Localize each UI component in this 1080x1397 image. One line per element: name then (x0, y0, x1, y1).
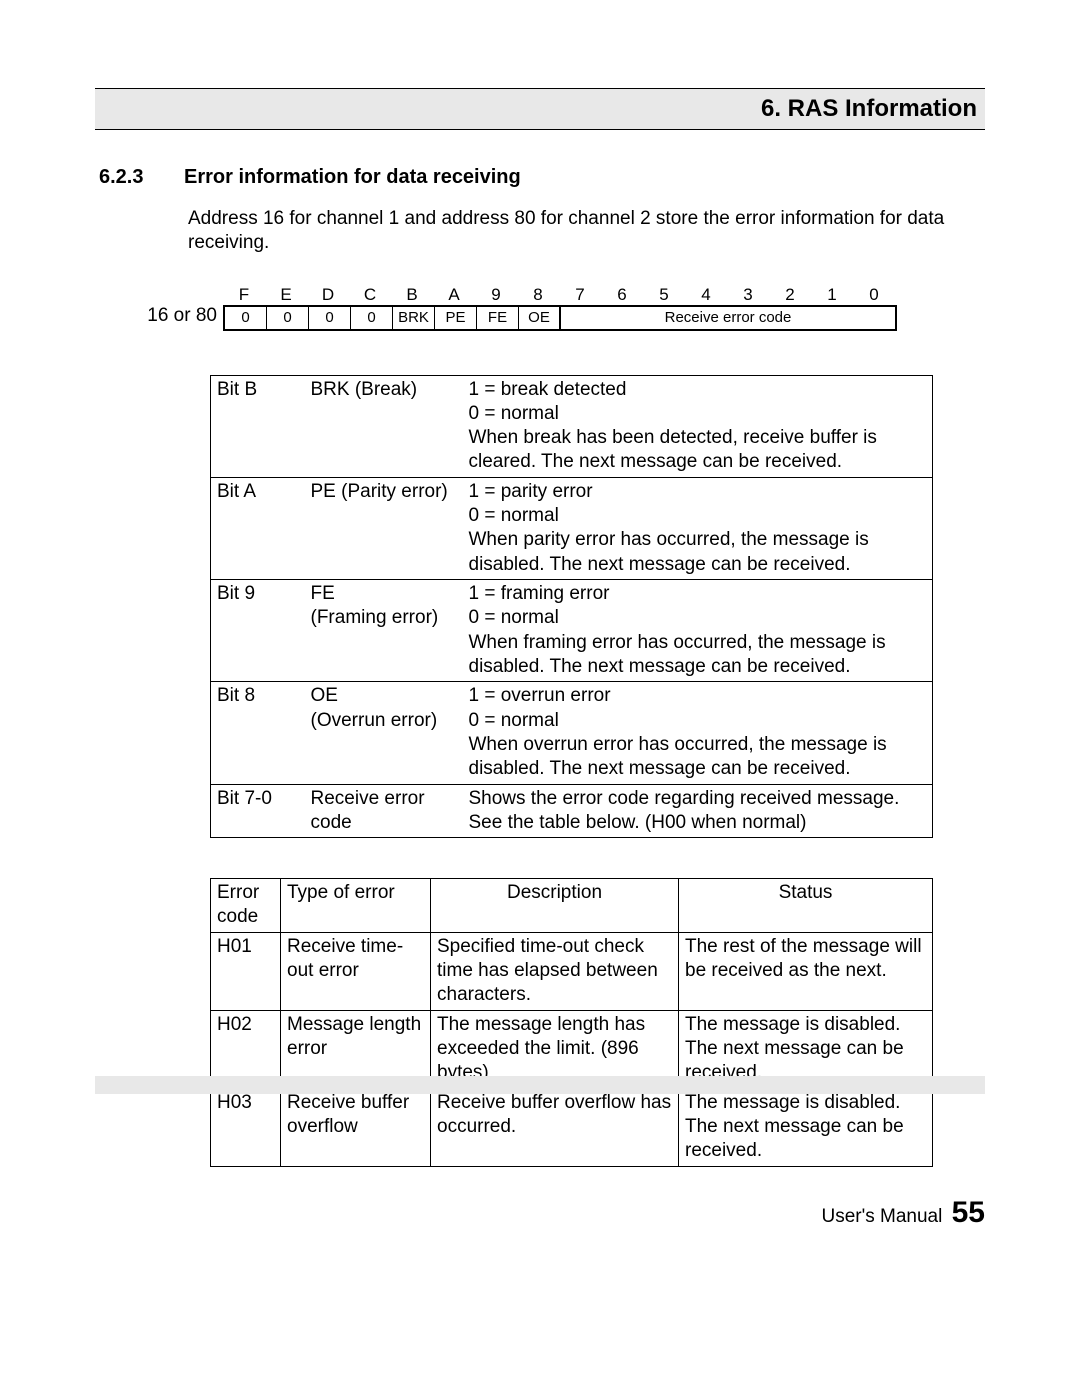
section-body: Address 16 for channel 1 and address 80 … (188, 207, 985, 255)
table-header-row: Error code Type of error Description Sta… (211, 879, 933, 933)
bit-label: 6 (601, 285, 643, 305)
bit-wide-cell: Receive error code (561, 307, 897, 329)
def-desc: 1 = parity error0 = normalWhen parity er… (463, 477, 933, 579)
col-header: Description (431, 879, 679, 933)
bit-cell: BRK (393, 307, 435, 329)
table-row: H01 Receive time-out error Specified tim… (211, 932, 933, 1010)
err-code: H01 (211, 932, 281, 1010)
bit-label: 1 (811, 285, 853, 305)
def-bit: Bit 8 (211, 682, 305, 784)
def-desc: Shows the error code regarding received … (463, 784, 933, 838)
table-row: Bit 7-0 Receive error code Shows the err… (211, 784, 933, 838)
manual-label: User's Manual (822, 1206, 943, 1227)
error-code-table: Error code Type of error Description Sta… (210, 878, 933, 1166)
bit-label: 8 (517, 285, 559, 305)
table-row: Bit 9 FE(Framing error) 1 = framing erro… (211, 580, 933, 682)
col-header: Status (679, 879, 933, 933)
bit-label: F (223, 285, 265, 305)
bit-label: 2 (769, 285, 811, 305)
err-type: Receive time-out error (281, 932, 431, 1010)
def-name: FE(Framing error) (305, 580, 463, 682)
footer-divider (95, 1076, 985, 1094)
bit-label: B (391, 285, 433, 305)
def-bit: Bit B (211, 375, 305, 477)
section-number: 6.2.3 (95, 166, 184, 189)
def-name: OE(Overrun error) (305, 682, 463, 784)
err-code: H03 (211, 1088, 281, 1166)
def-desc: 1 = overrun error0 = normalWhen overrun … (463, 682, 933, 784)
bit-label: D (307, 285, 349, 305)
bit-label: 9 (475, 285, 517, 305)
err-desc: Receive buffer overflow has occurred. (431, 1088, 679, 1166)
bit-label: C (349, 285, 391, 305)
bit-label: 4 (685, 285, 727, 305)
table-row: H03 Receive buffer overflow Receive buff… (211, 1088, 933, 1166)
def-name: PE (Parity error) (305, 477, 463, 579)
bit-cell: PE (435, 307, 477, 329)
address-label: 16 or 80 (133, 305, 223, 331)
def-bit: Bit 7-0 (211, 784, 305, 838)
bit-cell: 0 (225, 307, 267, 329)
bit-label: 3 (727, 285, 769, 305)
table-row: Bit A PE (Parity error) 1 = parity error… (211, 477, 933, 579)
bit-cell: OE (519, 307, 561, 329)
err-status: The message is disabled. The next messag… (679, 1088, 933, 1166)
col-header: Error code (211, 879, 281, 933)
def-name: Receive error code (305, 784, 463, 838)
def-desc: 1 = break detected0 = normalWhen break h… (463, 375, 933, 477)
err-status: The rest of the message will be received… (679, 932, 933, 1010)
bit-diagram: F E D C B A 9 8 7 6 5 4 3 2 1 0 16 or 80… (133, 285, 985, 331)
bit-label: 7 (559, 285, 601, 305)
bit-label: E (265, 285, 307, 305)
bit-label: 5 (643, 285, 685, 305)
bit-label: 0 (853, 285, 895, 305)
err-type: Receive buffer overflow (281, 1088, 431, 1166)
bit-cell: 0 (351, 307, 393, 329)
err-desc: Specified time-out check time has elapse… (431, 932, 679, 1010)
col-header: Type of error (281, 879, 431, 933)
section-title: Error information for data receiving (184, 166, 521, 189)
def-bit: Bit A (211, 477, 305, 579)
page-footer: User's Manual 55 (822, 1196, 986, 1230)
def-desc: 1 = framing error0 = normalWhen framing … (463, 580, 933, 682)
chapter-header: 6. RAS Information (95, 88, 985, 130)
bit-definition-table: Bit B BRK (Break) 1 = break detected0 = … (210, 375, 933, 839)
bit-cell: 0 (267, 307, 309, 329)
bit-label: A (433, 285, 475, 305)
def-name: BRK (Break) (305, 375, 463, 477)
def-bit: Bit 9 (211, 580, 305, 682)
bit-cell: FE (477, 307, 519, 329)
page-number: 55 (952, 1196, 985, 1229)
table-row: Bit B BRK (Break) 1 = break detected0 = … (211, 375, 933, 477)
table-row: Bit 8 OE(Overrun error) 1 = overrun erro… (211, 682, 933, 784)
bit-cell: 0 (309, 307, 351, 329)
